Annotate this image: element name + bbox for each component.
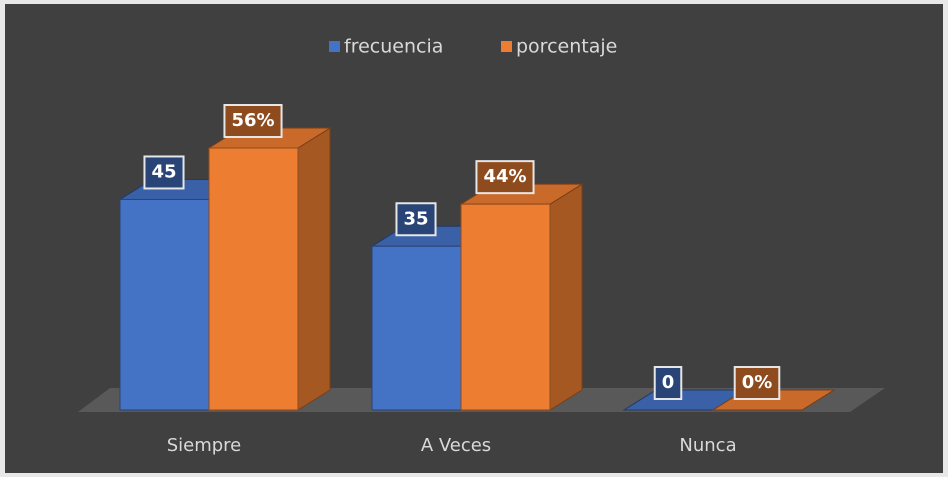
data-label-box — [653, 366, 683, 400]
x-tick-label: Siempre — [167, 435, 242, 456]
data-label: 45 — [151, 161, 176, 182]
legend-swatch — [329, 41, 340, 52]
legend-label: frecuencia — [344, 36, 443, 58]
data-label-box — [143, 155, 185, 190]
legend-swatch — [501, 41, 512, 52]
data-label-box — [223, 104, 283, 138]
data-label-box — [733, 366, 781, 400]
data-label-box — [395, 202, 437, 237]
data-label: 0% — [742, 372, 773, 393]
data-label: 56% — [231, 110, 274, 131]
bar — [460, 203, 551, 411]
data-label: 0 — [662, 372, 675, 393]
bar — [371, 245, 462, 411]
bar — [119, 198, 210, 411]
bar-side — [297, 127, 331, 411]
data-label-box — [475, 160, 535, 195]
data-label: 44% — [483, 166, 526, 187]
x-tick-label: Nunca — [679, 435, 736, 456]
bar — [208, 147, 299, 411]
bar-side — [549, 183, 583, 411]
legend-label: porcentaje — [516, 36, 617, 58]
x-tick-label: A Veces — [421, 435, 491, 456]
data-label: 35 — [403, 208, 428, 229]
